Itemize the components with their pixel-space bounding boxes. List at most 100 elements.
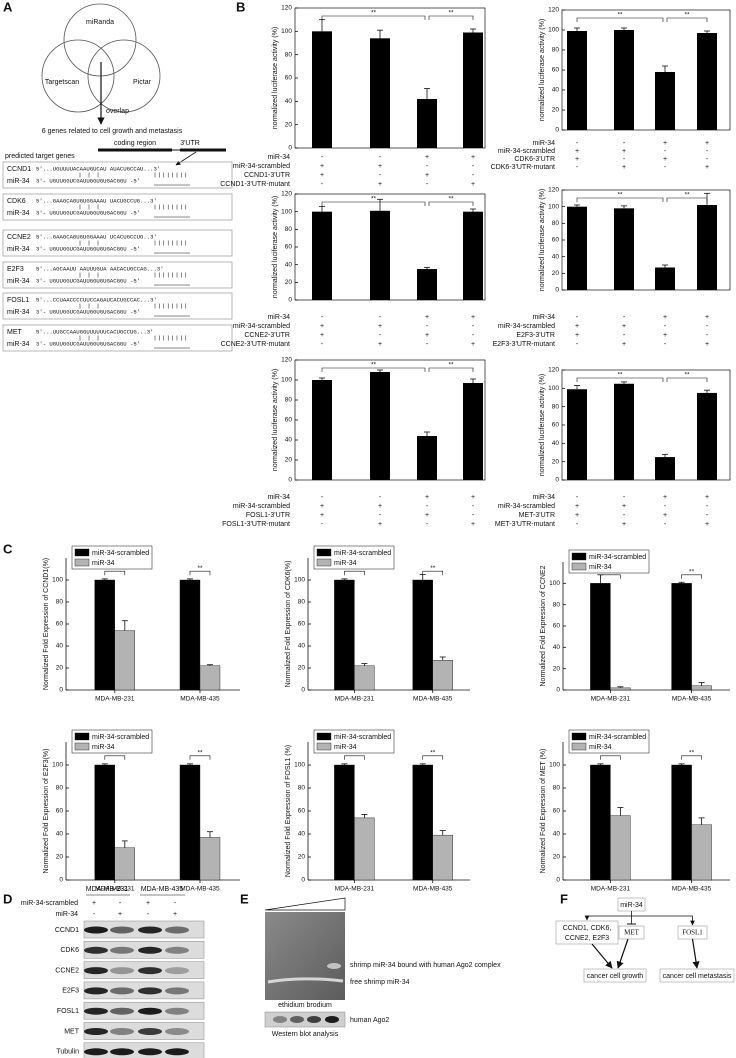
y-tick-label: 0 [288, 477, 292, 484]
condition-sign: - [321, 181, 324, 188]
y-tick-label: 100 [52, 577, 63, 584]
y-tick-label: 0 [288, 297, 292, 304]
mirna-sequence: 3'- UGUUGGUCGAUUGGUGUGACGGU -5' [36, 340, 140, 347]
mirna-sequence: 3'- UGUUGGUCGAUUGGUGUGACGGU -5' [36, 308, 140, 315]
condition-sign: - [472, 323, 475, 330]
condition-label: CDK6-3'UTR-mutant [491, 164, 555, 171]
significance-bracket [666, 377, 708, 382]
error-bar [678, 581, 685, 584]
y-tick-label: 40 [552, 440, 560, 447]
condition-sign: - [576, 164, 579, 171]
treatment-sign: - [147, 911, 150, 918]
condition-sign: + [705, 341, 709, 348]
error-bar [439, 656, 446, 661]
y-axis-label: normalized luciferase activity (%) [539, 19, 546, 121]
error-bar [101, 578, 108, 580]
condition-sign: - [379, 314, 382, 321]
protein-label: CDK6 [60, 947, 79, 954]
protein-label: MET [64, 1028, 80, 1035]
condition-sign: + [575, 512, 579, 519]
legend-swatch [571, 552, 587, 561]
concentration-wedge [264, 897, 346, 911]
node-label: CCND1, CDK6, [563, 925, 612, 932]
error-bar [319, 377, 325, 380]
error-bar [424, 88, 430, 99]
error-bar [341, 578, 348, 580]
y-tick-label: 20 [56, 665, 64, 672]
error-bar [206, 831, 213, 838]
condition-sign: - [623, 156, 626, 163]
condition-sign: - [576, 140, 579, 147]
error-bar [319, 205, 325, 212]
venn-circle [63, 3, 137, 77]
legend-label: miR-34-scrambled [334, 734, 391, 741]
significance-label: ** [689, 569, 695, 576]
condition-sign: + [663, 140, 667, 147]
blot-strip [264, 1011, 346, 1028]
y-tick-label: 20 [285, 457, 293, 464]
node-label: CCNE2, E2F3 [565, 935, 609, 942]
gene-name: CCNE2 [7, 234, 31, 241]
legend-swatch [571, 562, 587, 571]
condition-sign: + [378, 341, 382, 348]
coding-region-label: coding region [114, 140, 156, 147]
x-tick-label: MDA-MB-231 [591, 696, 631, 703]
bar [590, 583, 611, 691]
treatment-sign: + [146, 900, 150, 907]
condition-sign: - [472, 512, 475, 519]
condition-label: miR-34-scrambled [233, 503, 290, 510]
protein-label: E2F3 [62, 988, 79, 995]
condition-sign: - [379, 172, 382, 179]
bar [614, 30, 634, 130]
y-tick-label: 100 [548, 385, 559, 392]
blot-band [110, 1028, 134, 1035]
y-tick-label: 20 [298, 854, 306, 861]
x-tick-label: MDA-MB-231 [95, 886, 135, 893]
y-tick-label: 80 [298, 785, 306, 792]
mirna-name: miR-34 [7, 309, 30, 316]
y-tick-label: 120 [281, 191, 292, 198]
condition-sign: - [576, 341, 579, 348]
y-tick-label: 100 [281, 208, 292, 215]
condition-label: miR-34 [267, 494, 290, 501]
x-tick-label: MDA-MB-435 [180, 886, 220, 893]
bar [655, 72, 675, 130]
significance-label: ** [371, 10, 377, 17]
condition-sign: - [664, 341, 667, 348]
mirna-sequence: 3'- UGUUGGUCGAUUGGUGUGACGGU -5' [36, 277, 140, 284]
error-bar [361, 814, 368, 818]
error-bar [574, 204, 580, 207]
blot-band [138, 1007, 162, 1015]
bar [114, 630, 136, 691]
x-tick-label: MDA-MB-231 [335, 886, 375, 893]
panel-label: F [560, 891, 568, 906]
bar [354, 665, 375, 691]
bar [412, 764, 433, 881]
condition-sign: - [706, 148, 709, 155]
y-tick-label: 0 [556, 877, 560, 884]
treatment-sign: - [174, 900, 177, 907]
significance-label: ** [430, 565, 436, 572]
bar [691, 824, 712, 881]
bar [671, 583, 692, 691]
mrna-sequence: 5'...CCUAACCCCUUCCAGAUCACUGCCAC...3' [36, 296, 157, 303]
legend-box [568, 729, 650, 754]
legend-swatch [316, 558, 332, 567]
y-axis-label: normalized luciferase activity (%) [272, 27, 279, 129]
blot-band [110, 926, 134, 934]
legend-swatch [74, 558, 90, 567]
blot-band [110, 967, 134, 975]
error-bar [621, 27, 627, 30]
significance-bracket [189, 570, 211, 576]
condition-label: miR-34 [267, 314, 290, 321]
blot-band [165, 946, 189, 954]
y-tick-label: 60 [298, 621, 306, 628]
blot-label: human Ago2 [350, 1017, 389, 1024]
condition-sign: - [706, 156, 709, 163]
band-label: free shrimp miR-34 [350, 979, 410, 986]
condition-label: CCND1-3'UTR [244, 172, 290, 179]
legend-label: miR-34-scrambled [334, 550, 391, 557]
mrna-sequence: 5'...UGUUUUACAAUGUCAU AUACUGCCAU...3' [36, 165, 160, 172]
y-tick-label: 40 [553, 831, 561, 838]
legend-swatch [74, 732, 90, 741]
